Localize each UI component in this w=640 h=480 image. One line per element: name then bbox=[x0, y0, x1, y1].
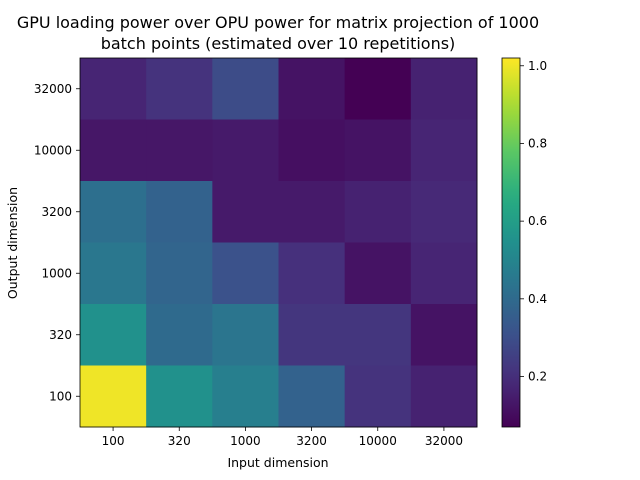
heatmap-cell bbox=[212, 304, 279, 366]
heatmap-cell bbox=[278, 365, 346, 428]
heatmap-cell bbox=[344, 119, 412, 182]
heatmap-cell bbox=[212, 119, 279, 182]
colorbar-frame bbox=[501, 57, 521, 428]
heatmap-cell bbox=[344, 304, 412, 366]
heatmap-cell bbox=[278, 58, 346, 120]
heatmap-cell bbox=[212, 365, 279, 428]
heatmap-cell bbox=[212, 58, 279, 120]
heatmap-cell bbox=[212, 242, 279, 305]
y-tick-label: 100 bbox=[49, 389, 72, 403]
x-tick-label: 320 bbox=[168, 434, 191, 448]
x-tick-label: 1000 bbox=[230, 434, 261, 448]
x-tick-label: 3200 bbox=[296, 434, 327, 448]
y-tick-label: 320 bbox=[49, 328, 72, 342]
heatmap-cell bbox=[212, 181, 279, 243]
colorbar-tick-label: 1.0 bbox=[528, 59, 547, 73]
heatmap-cell bbox=[80, 304, 147, 366]
heatmap-cell bbox=[146, 365, 213, 428]
y-axis-label: Output dimension bbox=[5, 187, 20, 299]
heatmap-cell bbox=[278, 181, 346, 243]
heatmap-cell bbox=[80, 365, 147, 428]
heatmap-cell bbox=[344, 58, 412, 120]
colorbar bbox=[502, 58, 520, 427]
heatmap-cell bbox=[410, 242, 478, 305]
heatmap-cell bbox=[80, 242, 147, 305]
heatmap-cells bbox=[80, 58, 478, 428]
heatmap-cell bbox=[146, 242, 213, 305]
heatmap-cell bbox=[410, 304, 478, 366]
x-axis-label: Input dimension bbox=[227, 455, 328, 470]
colorbar-tick-label: 0.2 bbox=[528, 370, 547, 384]
x-axis-ticks: 100 320 1000 3200 10000 32000 bbox=[102, 427, 463, 448]
y-tick-label: 1000 bbox=[41, 266, 72, 280]
heatmap-cell bbox=[410, 181, 478, 243]
colorbar-tick-label: 0.6 bbox=[528, 214, 547, 228]
heatmap-cell bbox=[410, 365, 478, 428]
plot-frame bbox=[79, 57, 478, 428]
heatmap-cell bbox=[344, 242, 412, 305]
y-tick-label: 32000 bbox=[34, 82, 72, 96]
y-tick-label: 3200 bbox=[41, 205, 72, 219]
chart-title-line-1: GPU loading power over OPU power for mat… bbox=[17, 13, 539, 32]
heatmap-cell bbox=[410, 119, 478, 182]
heatmap-cell bbox=[80, 119, 147, 182]
heatmap-cell bbox=[278, 242, 346, 305]
heatmap-cell bbox=[344, 181, 412, 243]
heatmap-cell bbox=[80, 58, 147, 120]
heatmap-cell bbox=[146, 58, 213, 120]
colorbar-tick-label: 0.8 bbox=[528, 136, 547, 150]
heatmap-cell bbox=[410, 58, 478, 120]
heatmap-cell bbox=[146, 181, 213, 243]
y-tick-label: 10000 bbox=[34, 143, 72, 157]
heatmap-cell bbox=[146, 119, 213, 182]
heatmap-cell bbox=[278, 119, 346, 182]
y-axis-ticks: 32000 10000 3200 1000 320 100 bbox=[34, 82, 80, 403]
heatmap-cell bbox=[278, 304, 346, 366]
heatmap-cell bbox=[80, 181, 147, 243]
x-tick-label: 10000 bbox=[359, 434, 397, 448]
colorbar-ticks: 0.2 0.4 0.6 0.8 1.0 bbox=[520, 59, 547, 384]
chart-title-line-2: batch points (estimated over 10 repetiti… bbox=[101, 34, 456, 53]
heatmap-cell bbox=[146, 304, 213, 366]
heatmap-cell bbox=[344, 365, 412, 428]
x-tick-label: 100 bbox=[102, 434, 125, 448]
colorbar-tick-label: 0.4 bbox=[528, 292, 547, 306]
x-tick-label: 32000 bbox=[425, 434, 463, 448]
